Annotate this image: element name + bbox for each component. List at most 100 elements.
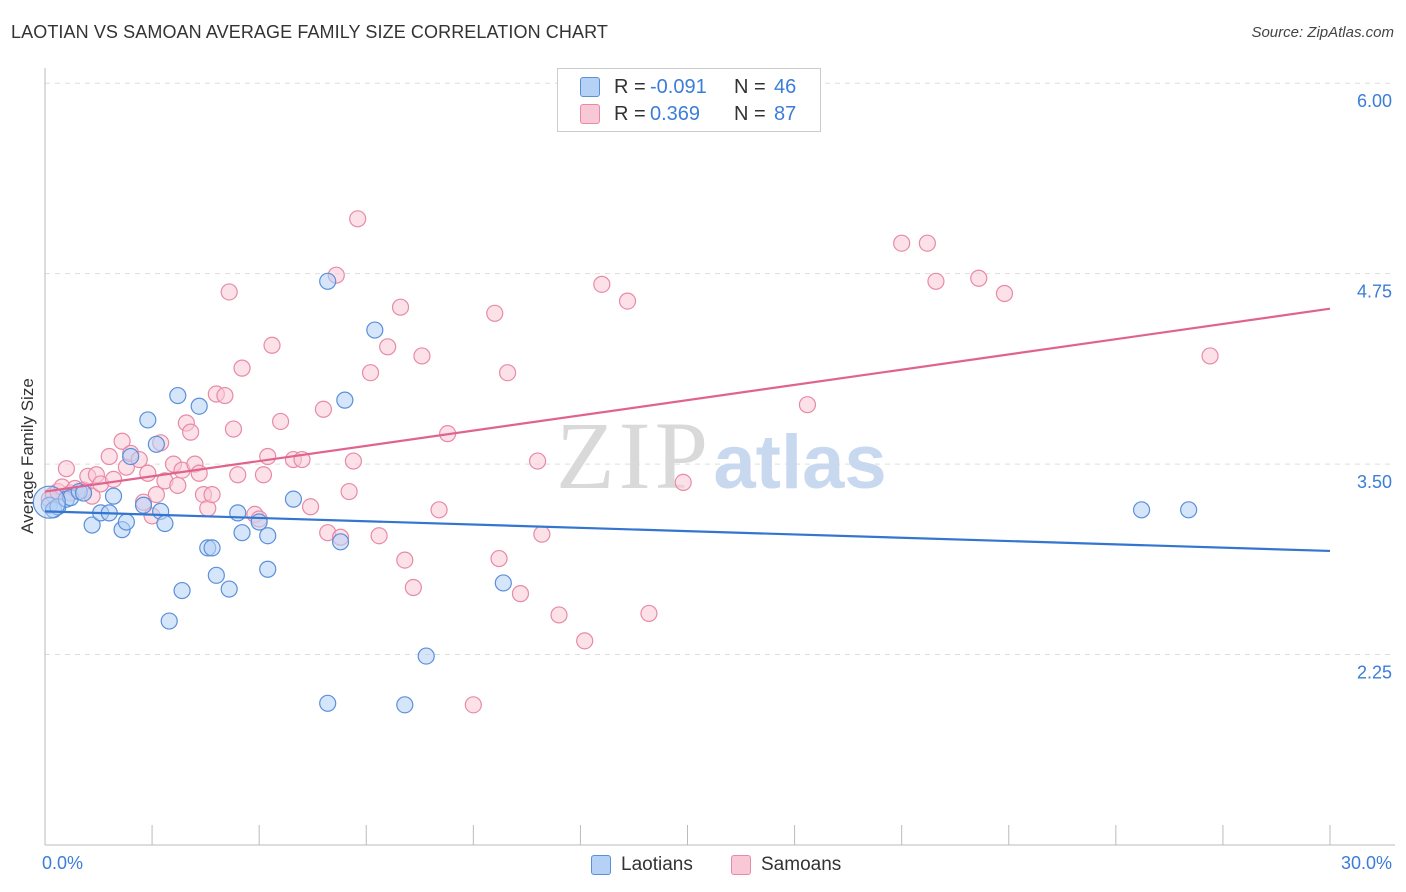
samoan-point[interactable] [413, 347, 431, 365]
samoan-point[interactable] [263, 336, 281, 354]
samoan-point[interactable] [259, 447, 277, 466]
samoan-point[interactable] [147, 485, 165, 504]
samoan-point[interactable] [490, 549, 508, 568]
trendlines [44, 307, 1331, 553]
samoan-point[interactable] [430, 501, 448, 519]
y-axis-label: Average Family Size [18, 378, 37, 534]
samoan-point[interactable] [301, 498, 320, 516]
correlation-legend: R = -0.091 N = 46 R = 0.369 N = 87 [557, 68, 821, 132]
watermark-atlas: atlas [713, 420, 886, 505]
samoan-point[interactable] [464, 696, 482, 714]
samoan-point[interactable] [1201, 347, 1219, 365]
samoan-point[interactable] [927, 272, 945, 290]
laotian-point[interactable] [122, 447, 140, 466]
samoan-point[interactable] [113, 432, 131, 450]
samoan-point[interactable] [404, 578, 422, 597]
samoan-point[interactable] [104, 470, 123, 488]
laotian-point[interactable] [203, 539, 221, 557]
laotian-point[interactable] [259, 560, 277, 578]
laotian-point[interactable] [139, 411, 157, 429]
laotian-point[interactable] [83, 516, 101, 534]
samoan-point[interactable] [271, 412, 290, 431]
samoan-point[interactable] [139, 464, 157, 482]
bottom-legend-laotian[interactable]: Laotians [591, 853, 693, 877]
samoan-point[interactable] [396, 551, 414, 569]
laotian-point[interactable] [336, 391, 354, 409]
samoan-point[interactable] [499, 364, 517, 382]
laotian-point[interactable] [190, 397, 208, 415]
samoan-point[interactable] [918, 234, 936, 252]
samoan-point[interactable] [229, 466, 247, 484]
laotian-points [32, 272, 1198, 714]
samoan-point[interactable] [618, 292, 637, 310]
laotian-point[interactable] [233, 524, 251, 542]
laotian-point[interactable] [319, 272, 337, 290]
samoan-point[interactable] [893, 234, 911, 252]
samoan-point[interactable] [995, 284, 1014, 303]
laotian-point[interactable] [284, 490, 303, 508]
samoan-point[interactable] [220, 283, 238, 301]
watermark: ZIP atlas [556, 402, 887, 509]
laotian-point[interactable] [396, 696, 414, 714]
bottom-legend-samoan[interactable]: Samoans [731, 853, 841, 877]
samoan-point[interactable] [254, 466, 273, 484]
laotian-point[interactable] [220, 580, 238, 598]
samoan-point[interactable] [379, 338, 397, 356]
samoan-point[interactable] [182, 423, 200, 441]
legend-r-label: R = [614, 75, 646, 98]
x-tick-label: 30.0% [1341, 853, 1392, 873]
legend-row-laotian: R = -0.091 N = 46 [580, 73, 796, 101]
laotian-point[interactable] [1180, 501, 1198, 519]
samoan-point[interactable] [528, 452, 547, 470]
samoan-point[interactable] [593, 275, 611, 293]
samoan-points [40, 210, 1219, 714]
samoan-point[interactable] [190, 464, 208, 482]
laotian-point[interactable] [134, 496, 153, 514]
samoan-point[interactable] [361, 364, 380, 382]
laotian-point[interactable] [173, 581, 191, 600]
laotian-trendline [44, 510, 1331, 553]
samoan-point[interactable] [674, 473, 692, 491]
samoan-point[interactable] [550, 606, 568, 624]
samoan-point[interactable] [233, 359, 251, 377]
laotian-point[interactable] [1132, 501, 1151, 519]
laotian-point[interactable] [366, 321, 384, 339]
samoan-point[interactable] [203, 485, 221, 504]
samoan-point[interactable] [169, 476, 187, 495]
laotian-point[interactable] [417, 647, 435, 665]
samoan-point[interactable] [391, 298, 410, 316]
samoan-point[interactable] [798, 396, 817, 414]
samoan-point[interactable] [640, 604, 658, 623]
samoan-point[interactable] [57, 460, 76, 478]
samoan-point[interactable] [486, 304, 504, 322]
samoan-point[interactable] [349, 210, 367, 228]
laotian-point[interactable] [319, 694, 337, 712]
laotian-point[interactable] [156, 514, 174, 533]
laotian-point[interactable] [169, 386, 187, 405]
laotian-point[interactable] [147, 435, 165, 453]
laotian-point[interactable] [331, 533, 350, 551]
laotian-point[interactable] [160, 612, 178, 630]
samoan-point[interactable] [533, 525, 551, 543]
samoan-point[interactable] [216, 386, 234, 405]
legend-r-value-samoan: 0.369 [650, 102, 701, 125]
samoan-point[interactable] [100, 447, 118, 466]
laotian-point[interactable] [104, 487, 123, 505]
samoan-point[interactable] [340, 482, 358, 501]
samoan-point[interactable] [344, 452, 362, 470]
y-tick-label: 4.75 [1357, 282, 1392, 302]
laotian-point[interactable] [250, 513, 268, 531]
samoan-point[interactable] [224, 420, 243, 438]
samoan-point[interactable] [576, 632, 594, 650]
legend-n-value-laotian: 46 [774, 75, 797, 98]
laotian-point[interactable] [259, 527, 277, 545]
samoan-point[interactable] [314, 400, 333, 418]
samoan-point[interactable] [370, 527, 388, 545]
laotian-point[interactable] [494, 574, 512, 592]
samoan-point[interactable] [970, 269, 988, 287]
laotian-point[interactable] [207, 566, 225, 584]
y-tick-label: 2.25 [1357, 663, 1392, 683]
laotian-point[interactable] [117, 513, 135, 531]
samoan-point[interactable] [511, 585, 530, 603]
